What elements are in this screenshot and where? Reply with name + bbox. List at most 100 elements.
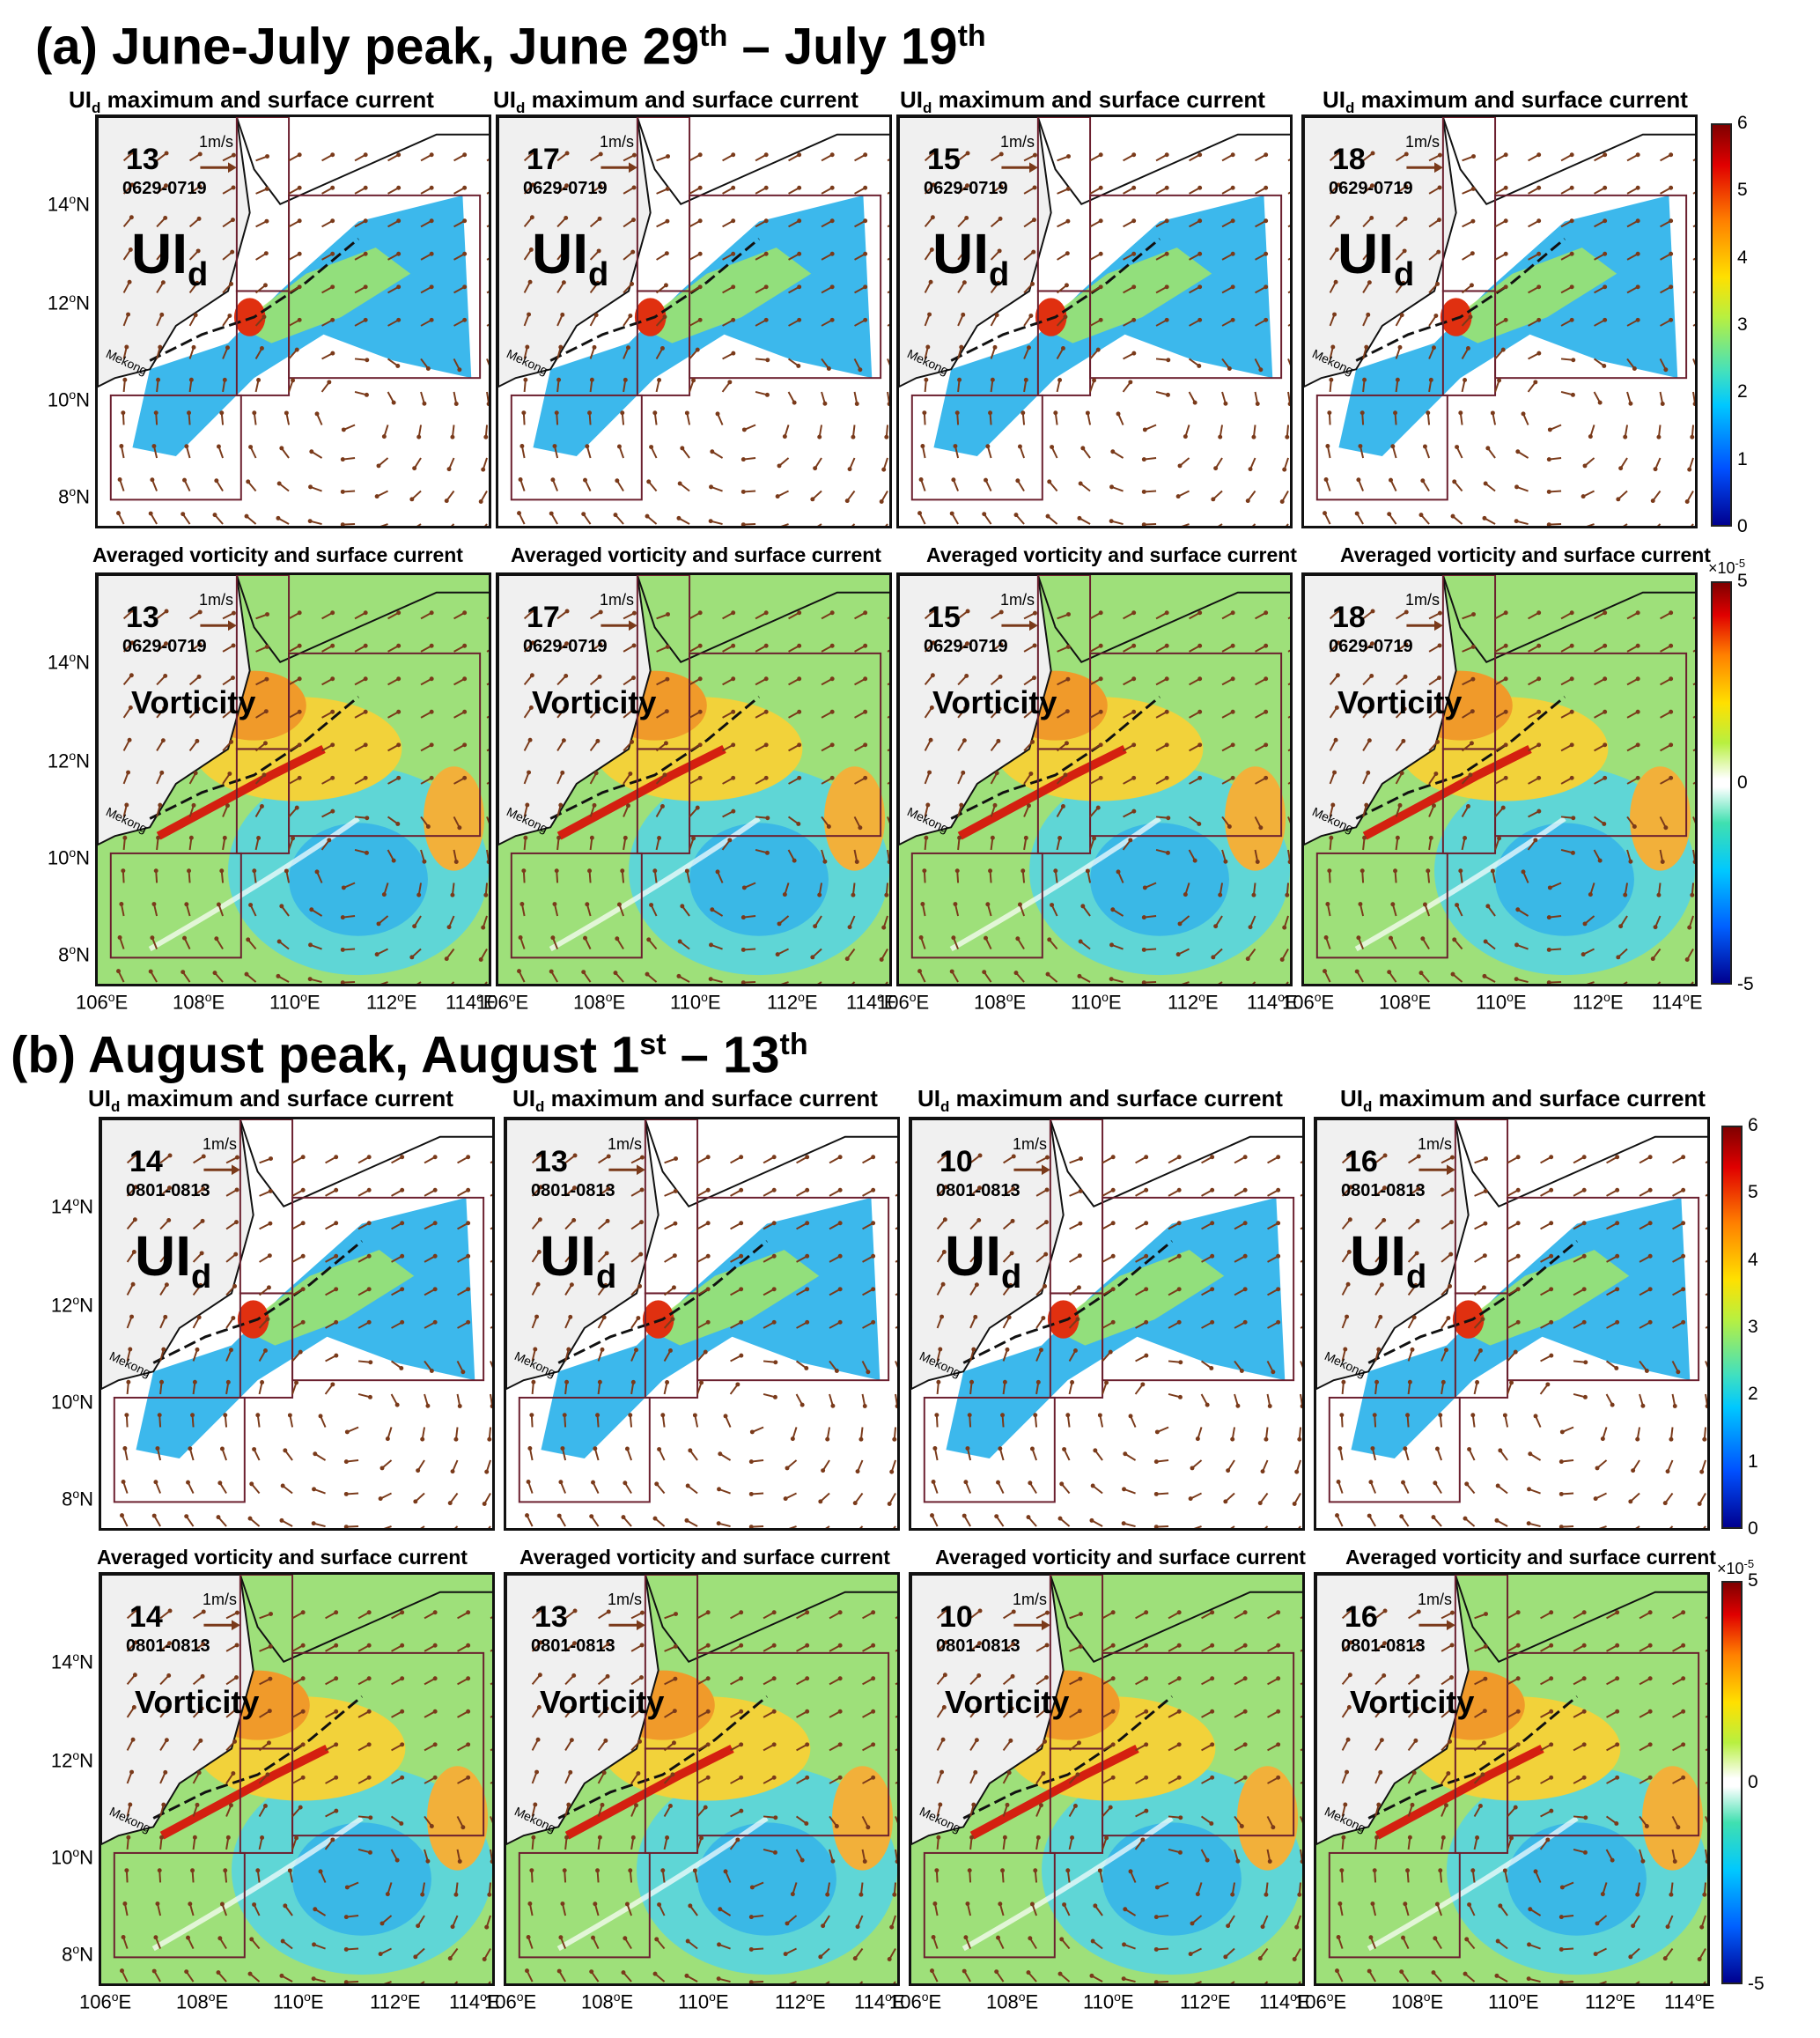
vorticity-map-panel: 17 0629-0719 1m/s Mekong Vorticity [496,572,892,986]
vorticity-colorbar-tick: 0 [1737,772,1748,793]
vorticity-colorbar-tick: 0 [1748,1772,1758,1792]
row-title: Averaged vorticity and surface current [511,543,881,566]
surface-current-arrows [930,1152,1302,1528]
uid-map-panel: 13 0801-0813 1m/s Mekong UId [504,1117,900,1531]
uid-colorbar-tick: 5 [1737,180,1748,201]
analysis-boxes [518,1575,890,1959]
longitude-tick-label: 106oE [484,1990,537,2013]
analysis-boxes [923,1119,1295,1503]
row-title: Averaged vorticity and surface current [935,1546,1306,1569]
map-canvas [101,1575,492,1983]
uid-colorbar-tick: 3 [1748,1317,1758,1337]
analysis-boxes [923,1575,1295,1959]
scale-arrow-label: 1m/s [203,1135,238,1153]
vorticity-exponent: ×10-5 [1717,1557,1755,1577]
longitude-tick-label: 114oE [1259,1990,1310,2013]
scale-arrow-label: 1m/s [1405,133,1441,151]
latitude-tick-label: 12oN [50,1293,93,1317]
analysis-boxes [518,1119,890,1503]
scale-arrow-label: 1m/s [608,1135,643,1153]
panel-label-vorticity: Vorticity [131,684,256,720]
surface-current-arrows [525,1607,897,1983]
longitude-tick-label: 106oE [1294,1990,1347,2013]
longitude-tick-label: 114oE [846,990,897,1014]
panel-number: 13 [534,1145,568,1178]
land [101,1119,254,1391]
panel-date-range: 0629-0719 [122,179,207,198]
latitude-tick-label: 14oN [50,1194,93,1218]
panel-number: 16 [1345,1145,1378,1178]
vorticity-map-panel: 13 0629-0719 1m/s Mekong Vorticity [95,572,491,986]
panel-date-range: 0801-0813 [936,1636,1021,1656]
row-title: UId maximum and surface current [1323,86,1688,117]
panel-date-range: 0801-0813 [936,1181,1021,1200]
panel-label-uid: UId [131,222,209,293]
scale-arrow-label: 1m/s [203,1591,238,1608]
surface-current-arrows [1335,1607,1707,1983]
row-title: UId maximum and surface current [88,1085,453,1116]
longitude-tick-label: 112oE [370,1990,421,2013]
uid-colorbar-tick: 0 [1748,1518,1758,1539]
longitude-tick-label: 106oE [476,990,529,1014]
longitude-tick-label: 108oE [1379,990,1432,1014]
panel-date-range: 0629-0719 [1329,637,1413,656]
row-title: UId maximum and surface current [900,86,1265,117]
map-canvas [498,117,889,526]
longitude-tick-label: 108oE [173,990,225,1014]
vorticity-map-panel: 16 0801-0813 1m/s Mekong Vorticity [1314,1572,1710,1986]
land [506,1575,659,1846]
panel-number: 10 [939,1145,973,1178]
uid-colorbar-tick: 3 [1737,314,1748,335]
panel-number: 18 [1332,143,1366,176]
panel-number: 15 [927,601,961,634]
panel-number: 17 [527,143,560,176]
panel-label-vorticity: Vorticity [932,684,1057,720]
latitude-tick-label: 10oN [47,388,90,411]
vorticity-colorbar-tick: -5 [1748,1974,1765,1994]
map-canvas [899,117,1290,526]
longitude-tick-label: 106oE [877,990,930,1014]
surface-current-arrows [525,1152,897,1528]
longitude-tick-label: 110oE [1476,990,1527,1014]
panel-label-uid: UId [945,1224,1022,1296]
row-title: UId maximum and surface current [1340,1085,1706,1116]
uid-colorbar-tick: 2 [1748,1384,1758,1405]
panel-label-uid: UId [932,222,1010,293]
scale-arrow-label: 1m/s [1013,1135,1048,1153]
analysis-boxes [910,575,1283,959]
panel-number: 13 [126,143,159,176]
scale-arrow-label: 1m/s [1000,133,1035,151]
uid-field [132,195,472,457]
uid-map-panel: 17 0629-0719 1m/s Mekong UId [496,114,892,528]
scale-arrow-label: 1m/s [600,133,635,151]
uid-map-panel: 10 0801-0813 1m/s Mekong UId [909,1117,1305,1531]
panel-number: 15 [927,143,961,176]
analysis-boxes [910,117,1283,501]
panel-label-vorticity: Vorticity [1350,1684,1475,1720]
panel-number: 13 [534,1600,568,1634]
analysis-boxes [113,1119,485,1503]
surface-current-arrows [917,150,1290,526]
uid-field [541,1197,881,1459]
longitude-tick-label: 110oE [269,990,321,1014]
analysis-boxes [1315,575,1688,959]
latitude-tick-label: 8oN [58,484,90,508]
longitude-tick-label: 108oE [986,1990,1039,2013]
vorticity-colorbar [1711,581,1732,985]
longitude-tick-label: 112oE [1585,1990,1636,2013]
latitude-tick-label: 10oN [50,1390,93,1414]
analysis-boxes [1328,1575,1700,1959]
scale-arrow-label: 1m/s [1405,591,1441,609]
uid-field [946,1197,1286,1459]
map-canvas [1316,1575,1707,1983]
panel-label-vorticity: Vorticity [1337,684,1463,720]
panel-date-range: 0629-0719 [924,637,1008,656]
panel-date-range: 0801-0813 [126,1181,210,1200]
vorticity-exponent: ×10-5 [1708,557,1746,577]
panel-number: 16 [1345,1600,1378,1634]
scale-arrow-label: 1m/s [1418,1591,1453,1608]
uid-map-panel: 16 0801-0813 1m/s Mekong UId [1314,1117,1710,1531]
surface-current-arrows [120,1607,492,1983]
row-title: UId maximum and surface current [69,86,434,117]
row-title: Averaged vorticity and surface current [97,1546,468,1569]
